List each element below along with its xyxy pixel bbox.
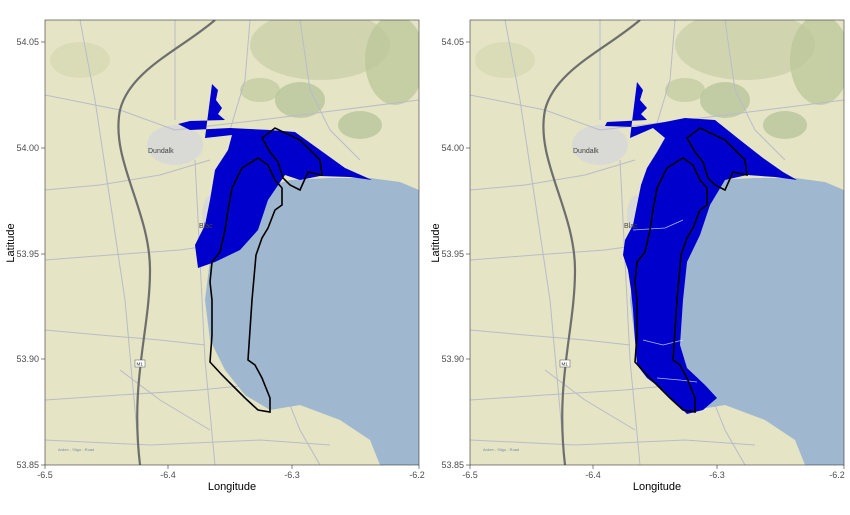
road-shield-m1 (559, 359, 571, 368)
x-axis-title: Longitude (633, 481, 681, 493)
town-area (147, 125, 203, 165)
hill-shading (275, 82, 325, 118)
y-tick-label: 54.00 (16, 143, 39, 153)
hill-shading (763, 111, 807, 139)
y-tick-label: 54.05 (16, 37, 39, 47)
y-axis-title: Latitude (430, 223, 442, 262)
hill-shading (700, 82, 750, 118)
y-tick-label: 53.95 (16, 249, 39, 259)
outline-polygons (634, 127, 748, 413)
hill-shading (665, 78, 705, 102)
x-tick-marks (469, 465, 845, 469)
x-tick-label: -6.3 (709, 470, 725, 480)
y-axis-title: Latitude (5, 223, 17, 262)
hill-shading (250, 20, 390, 80)
road-shield-m1 (134, 359, 146, 368)
map-panel-left: Dundalk Blac M1 Ardee - Sligo - Road -6.… (0, 0, 425, 510)
x-tick-label: -6.5 (37, 470, 53, 480)
y-tick-label: 54.00 (441, 143, 464, 153)
town-label-blac: Blac (624, 223, 638, 230)
x-tick-label: -6.2 (409, 470, 425, 480)
plot-border (44, 19, 420, 466)
x-tick-label: -6.2 (829, 470, 845, 480)
town-label-dundalk: Dundalk (148, 148, 174, 155)
map-plot-left: Dundalk Blac M1 Ardee - Sligo - Road -6.… (5, 19, 425, 493)
map-panel-right: Dundalk Blac M1 Ardee - Sligo - Road -6.… (425, 0, 850, 510)
hill-shading (675, 20, 815, 80)
road-name-label: Ardee - Sligo - Road (58, 447, 94, 452)
road-network (470, 20, 844, 465)
road-name-label: Ardee - Sligo - Road (483, 447, 519, 452)
map-plot-right: Dundalk Blac M1 Ardee - Sligo - Road -6.… (430, 19, 845, 493)
town-area (572, 125, 628, 165)
road-network (45, 20, 419, 465)
town-label-dundalk: Dundalk (573, 148, 599, 155)
y-tick-label: 53.85 (441, 460, 464, 470)
y-tick-marks (466, 41, 470, 466)
flood-extent (605, 82, 797, 414)
outline-polygons (209, 127, 323, 413)
y-tick-marks (41, 41, 45, 466)
x-tick-label: -6.5 (462, 470, 478, 480)
hill-shading (50, 42, 110, 78)
hill-shading (475, 42, 535, 78)
x-tick-label: -6.4 (160, 470, 176, 480)
hill-shading (365, 20, 419, 105)
basemap-left: Dundalk Blac M1 Ardee - Sligo - Road (45, 20, 419, 465)
hill-shading (240, 78, 280, 102)
x-tick-label: -6.4 (585, 470, 601, 480)
x-tick-label: -6.3 (284, 470, 300, 480)
road-shield-label: M1 (562, 362, 569, 367)
road-shield-label: M1 (137, 362, 144, 367)
basemap-right: Dundalk Blac M1 Ardee - Sligo - Road (470, 20, 844, 465)
hill-shading (338, 111, 382, 139)
hill-shading (790, 20, 844, 105)
x-tick-marks (44, 465, 420, 469)
y-tick-label: 53.95 (441, 249, 464, 259)
flood-channels (632, 219, 698, 383)
town-label-blac: Blac (199, 223, 213, 230)
plot-border (469, 19, 845, 466)
x-axis-title: Longitude (208, 481, 256, 493)
y-tick-label: 53.85 (16, 460, 39, 470)
y-tick-label: 53.90 (441, 354, 464, 364)
y-tick-label: 54.05 (441, 37, 464, 47)
y-tick-label: 53.90 (16, 354, 39, 364)
